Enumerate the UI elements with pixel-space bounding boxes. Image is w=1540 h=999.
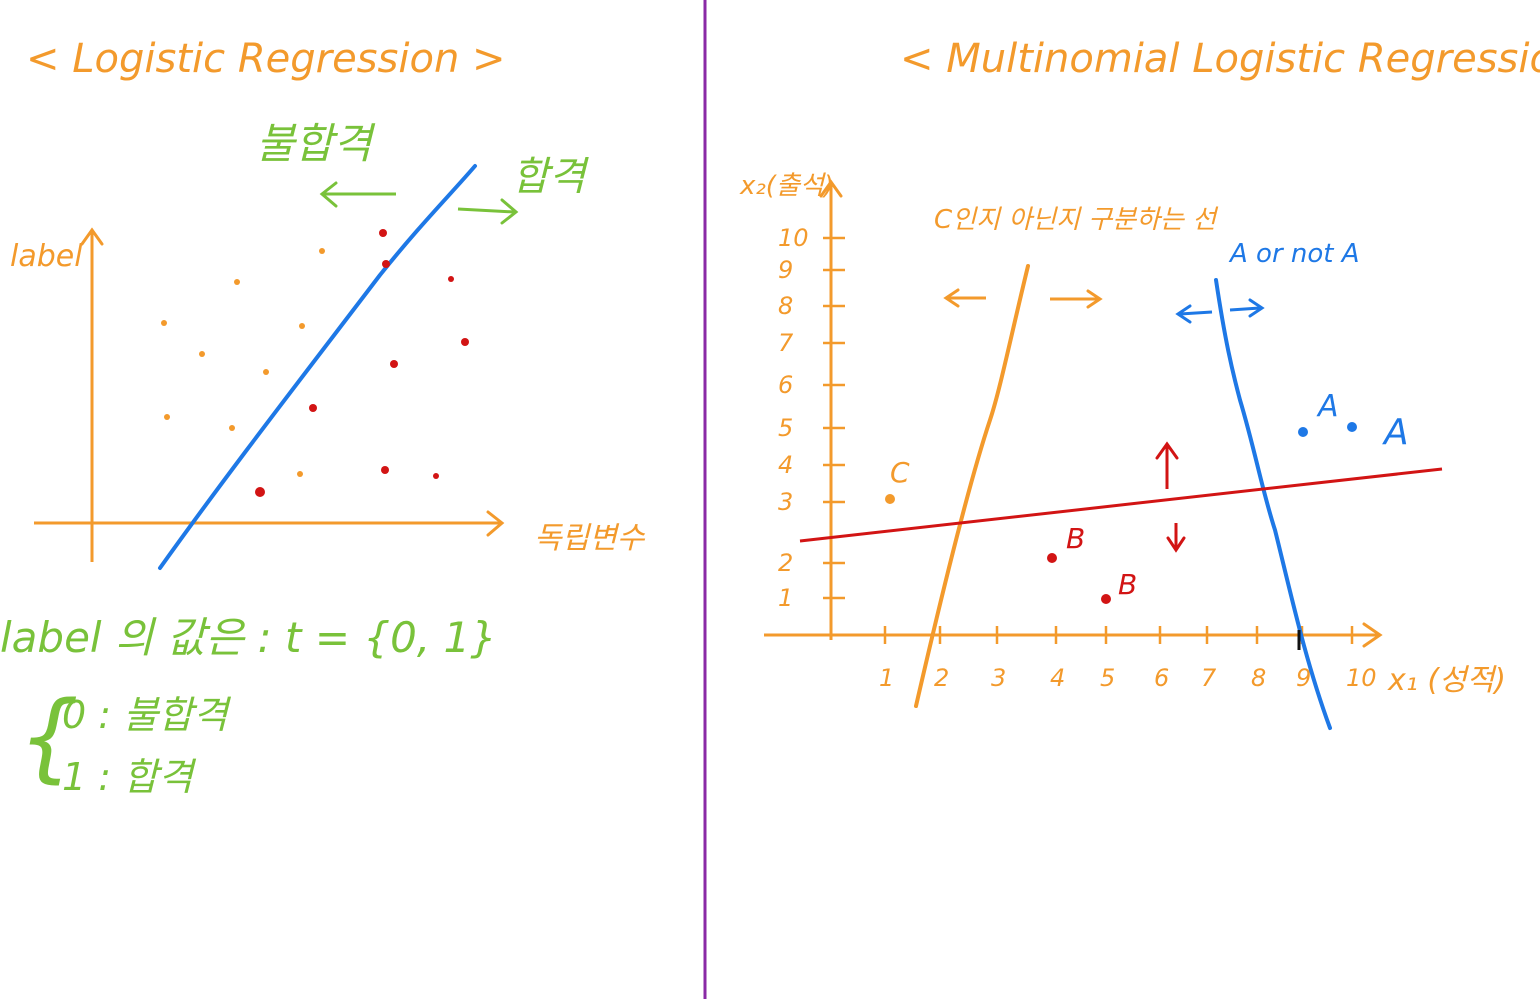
left-decision-line xyxy=(158,164,477,570)
fail-point xyxy=(297,471,303,477)
a-arrow-left xyxy=(1179,310,1213,316)
legend-item-pass: 1 : 합격 xyxy=(62,755,197,799)
x-tick-label: 4 xyxy=(1050,664,1065,692)
point-a2-label: A xyxy=(1382,412,1409,453)
fail-point xyxy=(229,425,235,431)
left-y-axis-arrow xyxy=(80,227,104,246)
pass-point xyxy=(381,466,389,474)
y-tick-label: 7 xyxy=(778,329,794,357)
x-tick-label: 6 xyxy=(1154,664,1169,692)
pass-point xyxy=(461,338,469,346)
pass-point xyxy=(255,487,265,497)
point-a1-label: A xyxy=(1316,389,1339,424)
fail-point xyxy=(199,351,205,357)
point-c-label: C xyxy=(890,456,910,489)
left-fail-arrow-head xyxy=(319,181,338,208)
c-line-label: C인지 아닌지 구분하는 선 xyxy=(934,205,1219,235)
x-tick-label: 3 xyxy=(991,664,1006,692)
a-arrow-left-head xyxy=(1175,304,1192,324)
right-y-ticks: 1 2 3 4 5 6 7 8 9 10 xyxy=(778,224,845,612)
left-title: < Logistic Regression > xyxy=(26,36,506,82)
point-b2 xyxy=(1101,594,1111,604)
left-pass-arrow-head xyxy=(500,198,519,225)
point-b2-label: B xyxy=(1118,568,1137,601)
pass-point xyxy=(390,360,398,368)
pass-point xyxy=(309,404,317,412)
right-x-axis-label: x₁ (성적) xyxy=(1387,663,1506,698)
x-tick-label: 2 xyxy=(934,664,949,692)
x-tick-label: 7 xyxy=(1201,664,1217,692)
y-tick-label: 1 xyxy=(778,584,793,612)
left-fail-points xyxy=(161,248,325,477)
c-arrow-right-head xyxy=(1086,289,1103,309)
pass-point xyxy=(433,473,439,479)
right-y-axis-arrow xyxy=(819,179,843,198)
b-boundary-line xyxy=(799,467,1443,543)
right-y-axis-label: x₂(출석) xyxy=(739,171,834,201)
point-b1 xyxy=(1047,553,1057,563)
left-fail-label: 불합격 xyxy=(256,119,376,168)
x-tick-label: 8 xyxy=(1251,664,1266,692)
label-values-note: label 의 값은 : t = {0, 1} xyxy=(0,613,497,662)
left-panel: < Logistic Regression > label 독립변수 불합격 합… xyxy=(0,36,646,799)
right-x-ticks: 1 2 3 4 5 6 7 8 9 10 xyxy=(879,626,1377,692)
c-arrow-left-head xyxy=(943,288,960,308)
fail-point xyxy=(234,279,240,285)
fail-point xyxy=(161,320,167,326)
y-tick-label: 4 xyxy=(778,451,793,479)
b-arrow-up-head xyxy=(1155,441,1179,460)
left-x-axis-arrow xyxy=(486,510,505,537)
right-title: < Multinomial Logistic Regression > xyxy=(900,36,1540,82)
x-tick-label: 10 xyxy=(1346,664,1377,692)
fail-point xyxy=(319,248,325,254)
point-c xyxy=(885,494,895,504)
fail-point xyxy=(263,369,269,375)
y-tick-label: 10 xyxy=(778,224,809,252)
y-tick-label: 2 xyxy=(778,549,793,577)
right-panel: < Multinomial Logistic Regression > x₂(출… xyxy=(739,36,1540,730)
y-tick-label: 6 xyxy=(778,371,793,399)
left-pass-points xyxy=(255,229,469,497)
x-tick-label: 5 xyxy=(1100,664,1115,692)
legend-brace: { xyxy=(18,681,79,793)
left-x-axis-label: 독립변수 xyxy=(534,521,646,556)
b-arrow-down-head xyxy=(1166,536,1186,553)
y-tick-label: 5 xyxy=(778,414,793,442)
pass-point xyxy=(379,229,387,237)
a-arrow-right xyxy=(1229,306,1261,312)
y-tick-label: 3 xyxy=(778,488,793,516)
right-x-axis-arrow xyxy=(1362,622,1383,648)
left-pass-label: 합격 xyxy=(512,154,590,200)
pass-point xyxy=(448,276,454,282)
left-pass-arrow xyxy=(457,207,515,214)
legend-item-fail: 0 : 불합격 xyxy=(62,693,232,737)
y-tick-label: 9 xyxy=(778,256,793,284)
y-tick-label: 8 xyxy=(778,292,793,320)
point-a2 xyxy=(1347,422,1357,432)
c-boundary-line xyxy=(914,264,1030,708)
x-tick-label: 9 xyxy=(1296,664,1311,692)
x-tick-label: 1 xyxy=(879,664,894,692)
fail-point xyxy=(164,414,170,420)
fail-point xyxy=(299,323,305,329)
a-line-label: A or not A xyxy=(1228,239,1360,269)
left-y-axis-label: label xyxy=(10,239,83,274)
point-a1 xyxy=(1298,427,1308,437)
a-boundary-line xyxy=(1214,278,1332,730)
a-arrow-right-head xyxy=(1248,298,1265,318)
pass-point xyxy=(382,260,390,268)
point-b1-label: B xyxy=(1066,522,1085,555)
